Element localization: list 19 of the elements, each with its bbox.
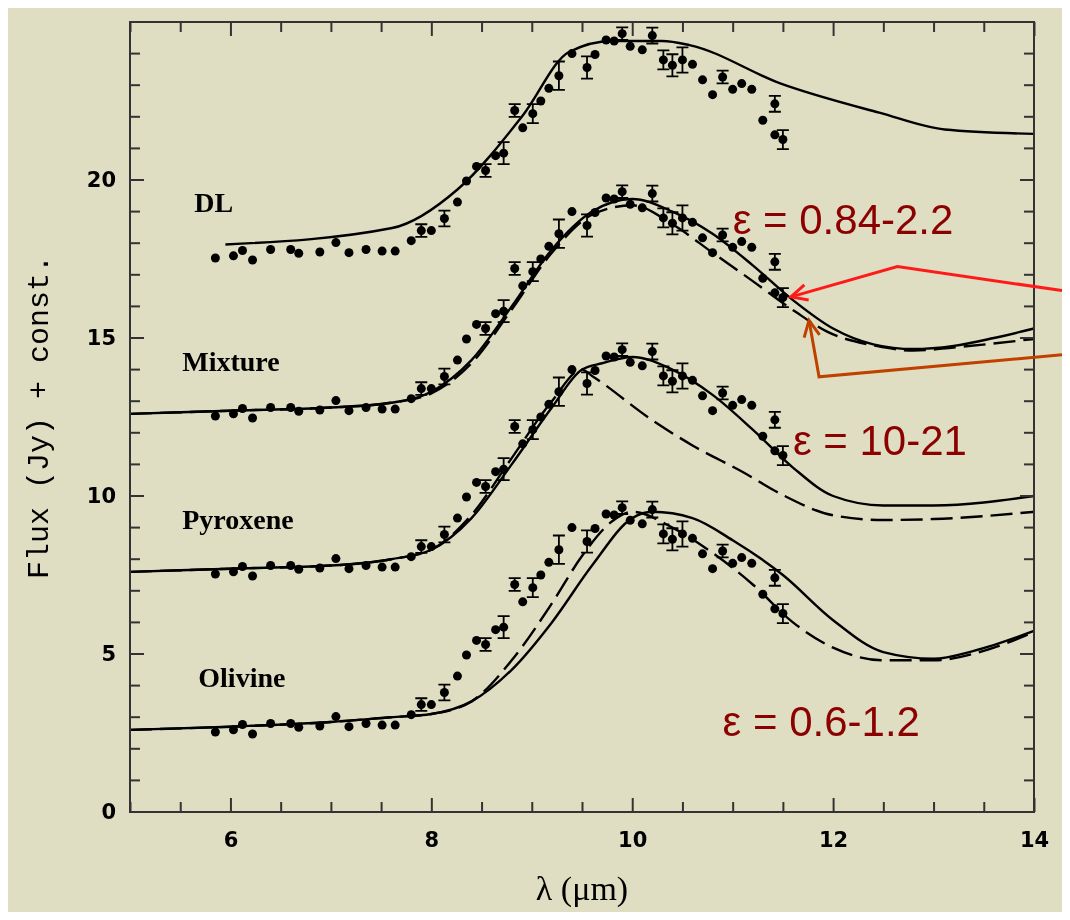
series-label: Pyroxene [182,503,294,535]
annotation: ε = 0.84-2.2 [732,195,954,243]
annotation: ε = 10-21 [792,416,967,464]
y-tick-label: 15 [86,326,116,351]
y-tick-label: 5 [101,642,116,667]
x-tick-label: 14 [1019,828,1050,852]
y-tick-label: 0 [101,800,116,825]
x-tick-label: 10 [618,828,648,852]
series-label: Mixture [182,345,280,377]
y-axis-title: Flux (Jy) + const. [23,254,57,580]
x-tick-label: 8 [424,828,440,852]
y-tick-label: 20 [86,168,116,193]
series-label: DL [194,186,234,218]
y-tick-label: 10 [86,484,116,509]
series-label: Olivine [198,661,286,693]
x-tick-label: 12 [818,828,849,852]
x-axis-title: λ (μm) [535,870,629,908]
x-tick-label: 6 [223,828,239,852]
annotation: ε = 0.6-1.2 [722,698,920,746]
